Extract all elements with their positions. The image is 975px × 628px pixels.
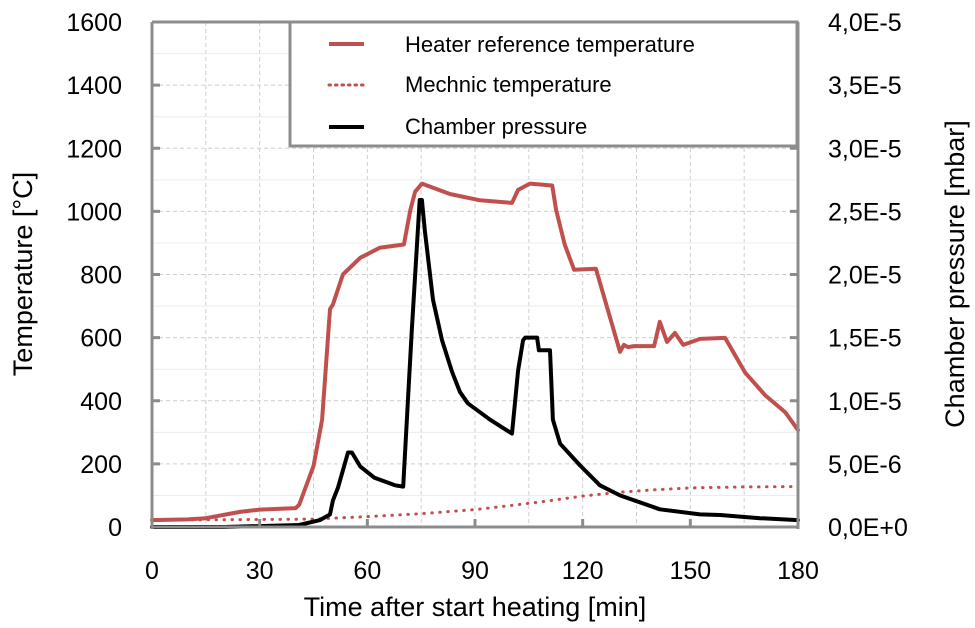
legend-label-heater: Heater reference temperature bbox=[405, 32, 695, 57]
y-axis-title: Temperature [°C] bbox=[8, 172, 38, 376]
y-tick-label: 200 bbox=[80, 451, 122, 479]
y-tick-label: 600 bbox=[80, 325, 122, 353]
series-line-heater-reference-temperature bbox=[150, 181, 800, 523]
y2-tick-label: 2,5E-5 bbox=[828, 198, 902, 226]
series-line-mechnic-temperature bbox=[150, 485, 800, 522]
y2-tick-label: 2,0E-5 bbox=[828, 262, 902, 290]
x-tick-label: 120 bbox=[562, 557, 604, 585]
x-axis-title: Time after start heating [min] bbox=[304, 592, 647, 622]
y2-tick-label: 0,0E+0 bbox=[828, 514, 908, 542]
y2-tick-label: 1,0E-5 bbox=[828, 388, 902, 416]
y-tick-label: 400 bbox=[80, 388, 122, 416]
legend: Heater reference temperature Mechnic tem… bbox=[288, 20, 799, 148]
series-line-chamber-pressure bbox=[150, 198, 800, 529]
series-layer bbox=[150, 181, 800, 529]
y-tick-label: 1200 bbox=[66, 135, 122, 163]
y-tick-label: 800 bbox=[80, 262, 122, 290]
legend-label-pressure: Chamber pressure bbox=[405, 114, 587, 139]
legend-label-mechnic: Mechnic temperature bbox=[405, 72, 612, 97]
x-tick-label: 0 bbox=[145, 557, 159, 585]
y-tick-label: 0 bbox=[108, 514, 122, 542]
y2-axis-title: Chamber pressure [mbar] bbox=[940, 120, 970, 428]
y2-tick-label: 5,0E-6 bbox=[828, 451, 902, 479]
legend-box bbox=[288, 20, 799, 148]
x-tick-label: 180 bbox=[777, 557, 819, 585]
y2-tick-label: 3,5E-5 bbox=[828, 72, 902, 100]
y-tick-labels: 0 200 400 600 800 1000 1200 1400 1600 bbox=[66, 9, 122, 542]
y-tick-label: 1400 bbox=[66, 72, 122, 100]
y-tick-label: 1000 bbox=[66, 198, 122, 226]
x-tick-label: 30 bbox=[246, 557, 274, 585]
x-tick-label: 60 bbox=[353, 557, 381, 585]
y2-tick-label: 1,5E-5 bbox=[828, 325, 902, 353]
y2-tick-labels: 0,0E+0 5,0E-6 1,0E-5 1,5E-5 2,0E-5 2,5E-5 3,0E… bbox=[828, 9, 908, 542]
y2-tick-label: 4,0E-5 bbox=[828, 9, 902, 37]
x-tick-label: 150 bbox=[669, 557, 711, 585]
x-tick-labels: 0 30 60 90 120 150 180 bbox=[145, 557, 819, 585]
y-tick-label: 1600 bbox=[66, 9, 122, 37]
y2-tick-label: 3,0E-5 bbox=[828, 135, 902, 163]
x-tick-label: 90 bbox=[461, 557, 489, 585]
